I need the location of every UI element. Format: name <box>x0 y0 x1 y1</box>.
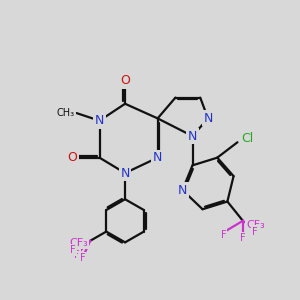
Text: N: N <box>120 167 130 180</box>
Text: CF₃: CF₃ <box>246 220 265 230</box>
Text: O: O <box>120 74 130 87</box>
Text: Cl: Cl <box>241 132 254 145</box>
Text: F: F <box>74 250 80 260</box>
Text: F: F <box>80 253 85 263</box>
Text: F: F <box>70 245 76 255</box>
Text: F: F <box>252 226 257 237</box>
Text: N: N <box>178 184 187 196</box>
Text: N: N <box>153 151 162 164</box>
Text: O: O <box>68 151 77 164</box>
Text: N: N <box>188 130 197 142</box>
Text: CF₃: CF₃ <box>69 238 88 248</box>
Text: CH₃: CH₃ <box>57 108 75 118</box>
Text: F: F <box>221 230 226 240</box>
Text: N: N <box>95 114 104 127</box>
Text: F: F <box>240 233 246 243</box>
Text: N: N <box>203 112 213 125</box>
